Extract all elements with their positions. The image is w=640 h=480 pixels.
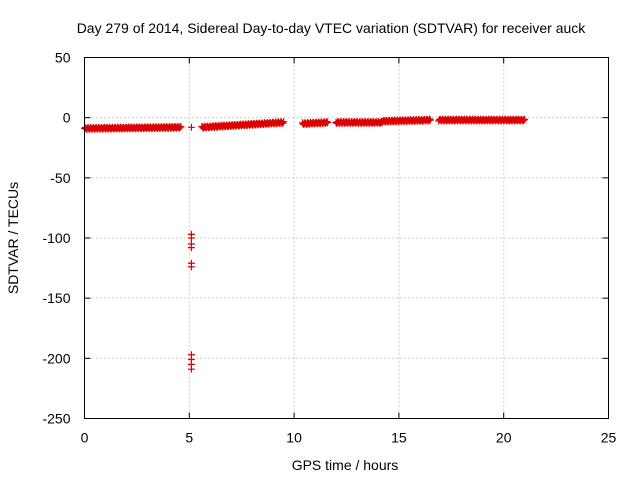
plot-frame (84, 57, 609, 419)
y-tick-label: -250 (42, 411, 70, 427)
data-point (324, 119, 332, 127)
grid (84, 57, 609, 419)
x-axis-label: GPS time / hours (292, 457, 399, 473)
y-tick-label: 50 (55, 50, 71, 66)
data-segment (435, 115, 529, 125)
data-segment (81, 122, 185, 133)
x-tick-label: 25 (601, 430, 617, 446)
y-axis-label: SDTVAR / TECUs (5, 182, 21, 294)
data-points (81, 115, 529, 373)
data-point (187, 234, 195, 242)
data-segment (298, 118, 332, 128)
data-point (175, 124, 183, 132)
data-point (280, 118, 288, 126)
data-point (187, 123, 195, 131)
axis-ticks: 0 5 10 15 20 25 -250 -200 -150 -100 -50 0 50 (42, 50, 616, 446)
y-tick-label: 0 (63, 110, 71, 126)
y-tick-label: -150 (42, 290, 70, 306)
x-tick-label: 15 (391, 430, 407, 446)
data-segment (332, 118, 386, 127)
y-tick-label: -50 (50, 170, 70, 186)
x-tick-label: 5 (185, 430, 193, 446)
y-tick-label: -200 (42, 350, 70, 366)
data-point (521, 116, 529, 124)
y-tick-label: -100 (42, 230, 70, 246)
data-point (323, 118, 331, 126)
data-point (519, 117, 527, 125)
data-point (177, 123, 185, 131)
chart-title: Day 279 of 2014, Sidereal Day-to-day VTE… (77, 20, 587, 36)
x-tick-label: 0 (81, 430, 89, 446)
data-point (426, 115, 434, 123)
data-point (187, 244, 195, 252)
data-point (279, 119, 287, 127)
data-point (187, 365, 195, 373)
x-tick-label: 10 (286, 430, 302, 446)
data-segment (198, 118, 288, 132)
data-point (426, 116, 434, 124)
data-segment (378, 115, 434, 126)
data-point (187, 263, 195, 271)
x-tick-label: 20 (496, 430, 512, 446)
